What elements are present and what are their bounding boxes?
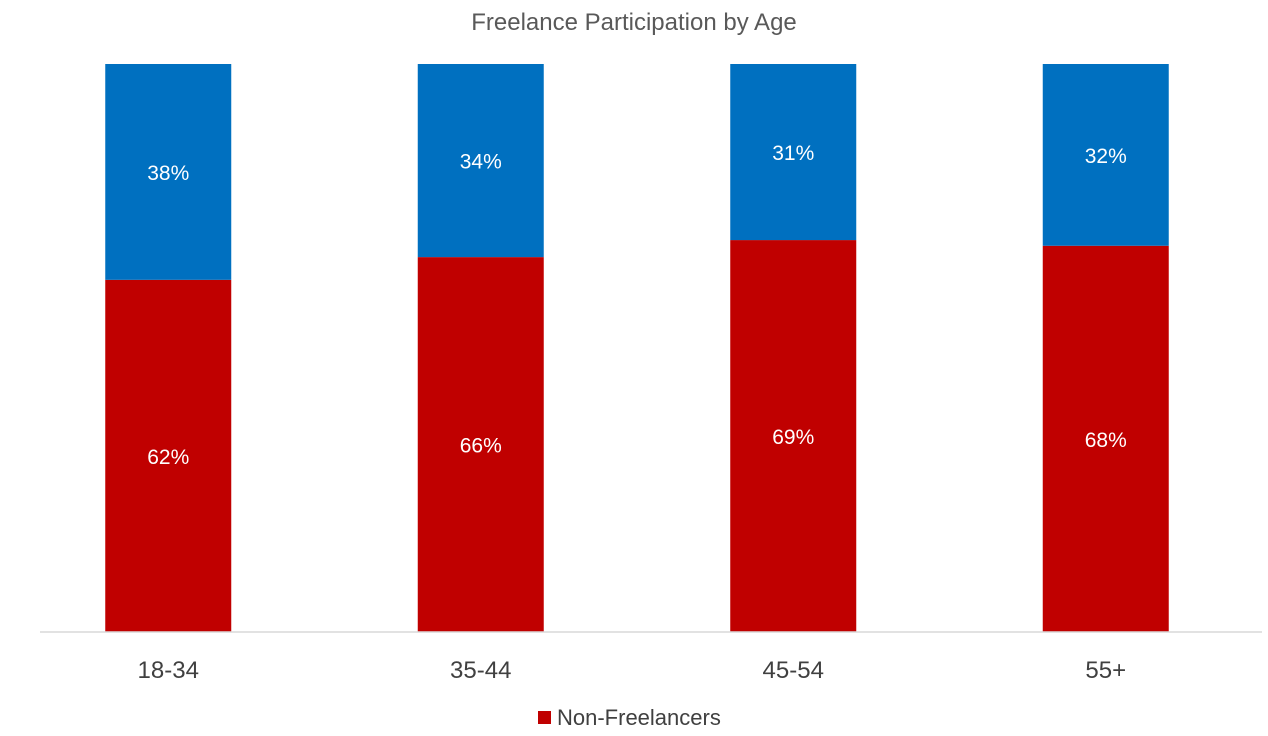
bar-segment-non-freelancers-18-34 <box>105 279 232 632</box>
data-label: 38% <box>147 162 189 185</box>
bar-segment-non-freelancers-55 <box>1042 245 1169 632</box>
legend: Non-Freelancers <box>538 705 721 730</box>
bar-segment-series-2-35-44 <box>417 64 544 258</box>
data-label: 69% <box>772 426 814 449</box>
chart-title: Freelance Participation by Age <box>471 9 797 36</box>
data-label: 68% <box>1085 429 1127 452</box>
x-tick-label: 45-54 <box>763 657 824 684</box>
legend-swatch-non-freelancers <box>538 711 551 724</box>
legend-label-non-freelancers: Non-Freelancers <box>557 705 721 730</box>
data-label: 34% <box>460 151 502 174</box>
data-label: 31% <box>772 142 814 165</box>
x-axis-ticks: 18-34 35-44 45-54 55+ <box>138 657 1127 684</box>
data-label: 66% <box>460 435 502 458</box>
data-label: 62% <box>147 446 189 469</box>
bar-segment-series-2-45-54 <box>730 64 857 241</box>
x-tick-label: 55+ <box>1085 657 1126 684</box>
bar-segment-non-freelancers-35-44 <box>417 257 544 632</box>
bar-segment-series-2-55 <box>1042 64 1169 246</box>
bar-segment-non-freelancers-45-54 <box>730 240 857 632</box>
x-tick-label: 35-44 <box>450 657 511 684</box>
x-tick-label: 18-34 <box>138 657 199 684</box>
bar-segment-series-2-18-34 <box>105 64 232 280</box>
bars-layer: 62% 38% 66% 34% 69% 31% 68% 32% <box>105 64 1169 632</box>
data-label: 32% <box>1085 145 1127 168</box>
